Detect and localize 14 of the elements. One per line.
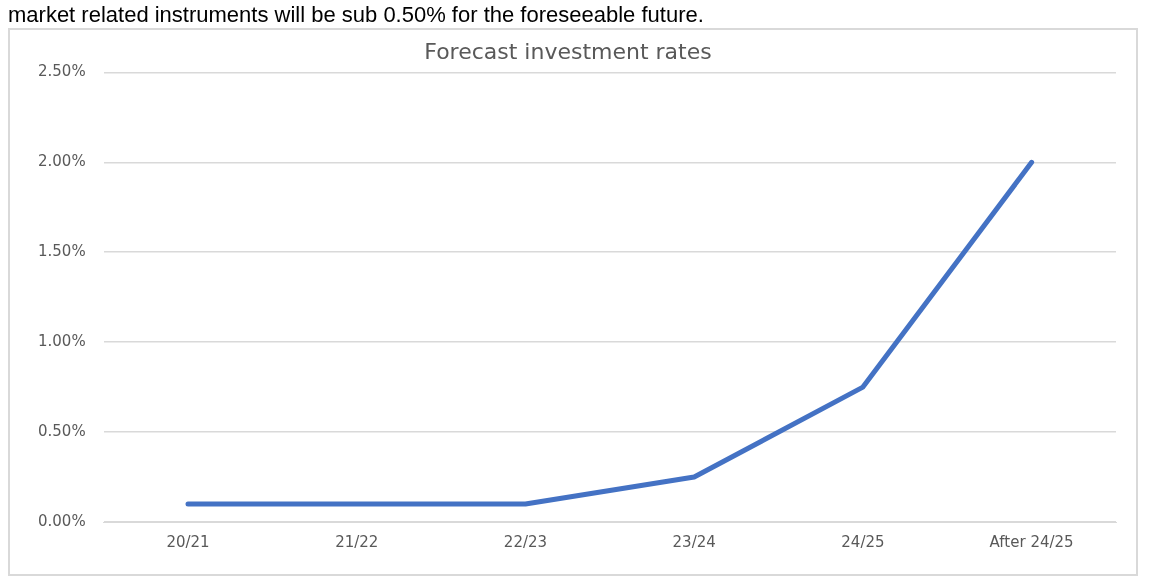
x-tick-label: After 24/25 (989, 532, 1074, 551)
y-tick-label: 2.00% (38, 152, 86, 171)
y-tick-label: 1.50% (38, 242, 86, 261)
x-tick-label: 24/25 (841, 532, 885, 551)
x-tick-label: 23/24 (672, 532, 716, 551)
y-tick-label: 1.00% (38, 332, 86, 351)
y-tick-label: 2.50% (38, 62, 86, 81)
x-tick-label: 21/22 (335, 532, 379, 551)
y-tick-label: 0.50% (38, 421, 86, 440)
text: market related instruments will be sub 0.50% for the foreseeable future. (8, 2, 705, 28)
chart-title: Forecast investment rates (424, 38, 712, 64)
x-tick-label: 22/23 (503, 532, 548, 551)
x-tick-label: 20/21 (166, 532, 210, 551)
y-tick-label: 0.00% (38, 511, 86, 530)
